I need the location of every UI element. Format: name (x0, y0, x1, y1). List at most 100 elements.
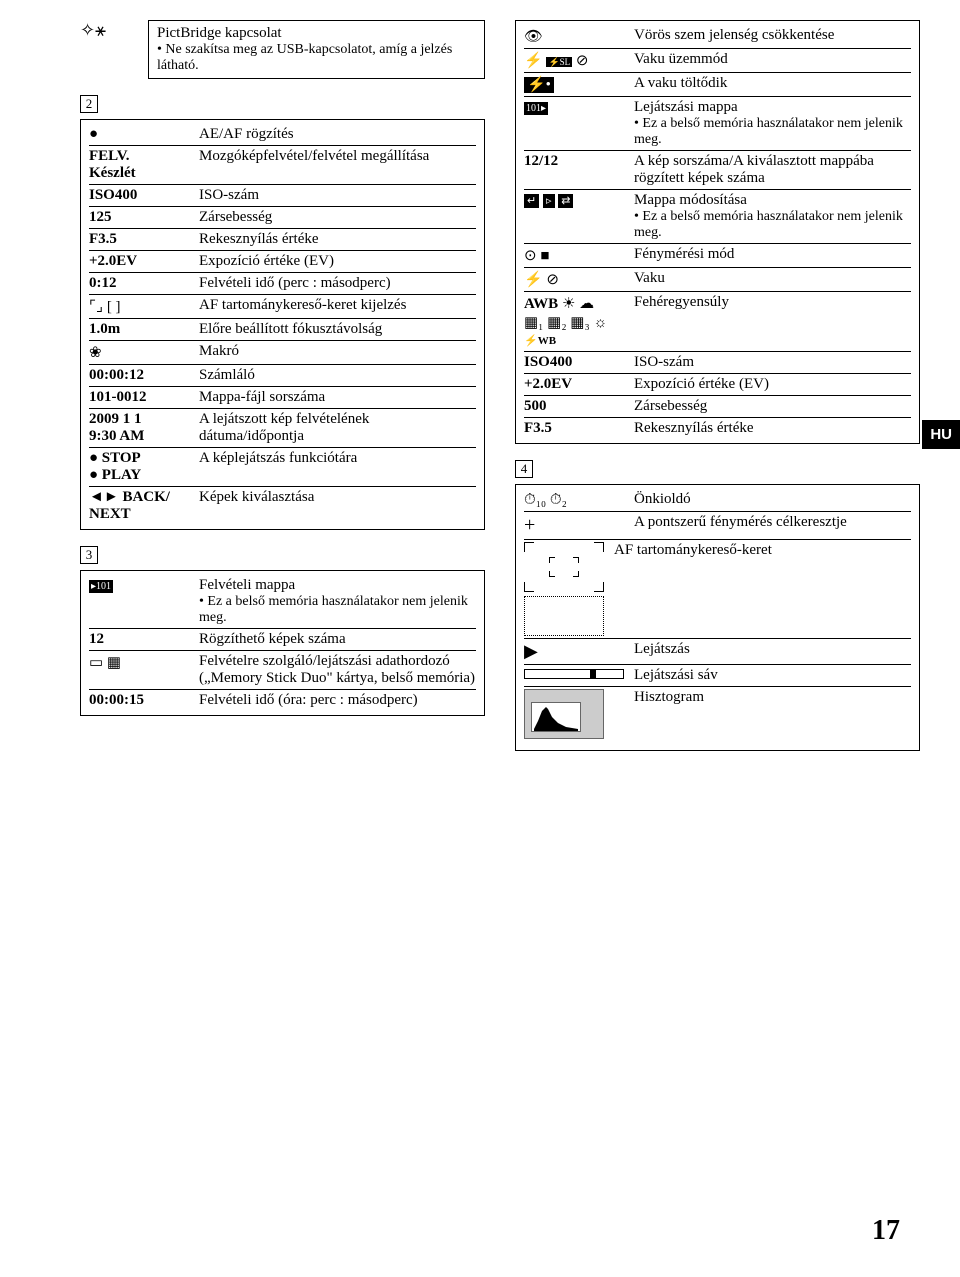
desc: Felvételi mappa Ez a belső memória haszn… (199, 577, 476, 626)
desc: Hisztogram (634, 689, 911, 706)
desc-text: Lejátszási mappa (634, 99, 738, 115)
table-2: ● AE/AF rögzítés FELV.Készlét Mozgóképfe… (80, 119, 485, 530)
folder-ops-icon: ↵ ▹ ⇄ (524, 192, 634, 209)
ae-af-icon: ● (89, 126, 199, 143)
table-row: ▸101 Felvételi mappa Ez a belső memória … (89, 575, 476, 628)
aperture-label: F3.5 (89, 231, 199, 248)
desc: Zársebesség (634, 398, 911, 415)
table-row: +2.0EV Expozíció értéke (EV) (524, 373, 911, 395)
desc: A pontszerű fénymérés célkeresztje (634, 514, 911, 531)
flash-mode-icon: ⚡ ⚡SL ⊘ (524, 51, 634, 70)
table-row: 00:00:12 Számláló (89, 364, 476, 386)
play-folder-icon: 101▸ (524, 99, 634, 116)
pictbridge-note: Ne szakítsa meg az USB-kapcsolatot, amíg… (157, 42, 476, 74)
table-row: AWB ☀ ☁▦₁ ▦₂ ▦₃ ☼⚡WB Fehéregyensúly (524, 291, 911, 351)
wb-icon: AWB ☀ ☁▦₁ ▦₂ ▦₃ ☼⚡WB (524, 294, 634, 349)
table-row: ⚡ ⚡SL ⊘ Vaku üzemmód (524, 48, 911, 72)
table-row: 👁 Vörös szem jelenség csökkentése (524, 25, 911, 48)
table-row: 0:12 Felvételi idő (perc : másodperc) (89, 272, 476, 294)
histogram-icon (524, 689, 634, 744)
macro-icon: ❀ (89, 343, 199, 362)
ev-label-r: +2.0EV (524, 376, 634, 393)
table-r1: 👁 Vörös szem jelenség csökkentése ⚡ ⚡SL … (515, 20, 920, 444)
aperture-label-r: F3.5 (524, 420, 634, 437)
page-number: 17 (872, 1215, 900, 1247)
desc-text: Mappa módosítása (634, 192, 747, 208)
back-next-label: ◄► BACK/NEXT (89, 489, 199, 523)
table-row: +2.0EV Expozíció értéke (EV) (89, 250, 476, 272)
desc: Felvételi idő (óra: perc : másodperc) (199, 692, 476, 709)
pictbridge-row: ✧⚹ PictBridge kapcsolat Ne szakítsa meg … (80, 20, 485, 89)
table-row: + A pontszerű fénymérés célkeresztje (524, 511, 911, 539)
desc: Képek kiválasztása (199, 489, 476, 506)
desc: Lejátszási sáv (634, 667, 911, 684)
table-row: ▶ Lejátszás (524, 638, 911, 664)
rec-folder-icon: ▸101 (89, 577, 199, 594)
metering-icon: ⊙ ■ (524, 246, 634, 265)
iso-label-r: ISO400 (524, 354, 634, 371)
desc: Fehéregyensúly (634, 294, 911, 311)
desc: Rekesznyílás értéke (199, 231, 476, 248)
redeye-icon: 👁 (524, 27, 634, 46)
table-row: ISO400 ISO-szám (89, 184, 476, 206)
datetime-label: 2009 1 19:30 AM (89, 411, 199, 445)
table-row: 12 Rögzíthető képek száma (89, 628, 476, 650)
table-row: ❀ Makró (89, 340, 476, 364)
table-row: 2009 1 19:30 AM A lejátszott kép felvéte… (89, 408, 476, 447)
af-frame-icon (524, 542, 614, 636)
desc: A lejátszott kép felvételének dátuma/idő… (199, 411, 476, 445)
desc: Vaku (634, 270, 911, 287)
desc: Lejátszási mappa Ez a belső memória hasz… (634, 99, 911, 148)
selftimer-icon: ⏱₁₀ ⏱₂ (524, 491, 634, 509)
folder-seq: 101-0012 (89, 389, 199, 406)
table-row: FELV.Készlét Mozgóképfelvétel/felvétel m… (89, 145, 476, 184)
count-label: 12 (89, 631, 199, 648)
table-row: 12/12 A kép sorszáma/A kiválasztott mapp… (524, 150, 911, 189)
rectime2-label: 00:00:15 (89, 692, 199, 709)
desc: Expozíció értéke (EV) (634, 376, 911, 393)
rectime-label: 0:12 (89, 275, 199, 292)
table-row: ⚡• A vaku töltődik (524, 72, 911, 96)
play-icon: ▶ (524, 641, 634, 662)
desc: Felvételre szolgáló/lejátszási adathordo… (199, 653, 476, 687)
desc: A képlejátszás funkciótára (199, 450, 476, 467)
stop-play-label: ● STOP● PLAY (89, 450, 199, 484)
desc: Fénymérési mód (634, 246, 911, 263)
desc: ISO-szám (199, 187, 476, 204)
table-row: 101-0012 Mappa-fájl sorszáma (89, 386, 476, 408)
desc: ISO-szám (634, 354, 911, 371)
table-row: 125 Zársebesség (89, 206, 476, 228)
desc: Mappa-fájl sorszáma (199, 389, 476, 406)
desc: Expozíció értéke (EV) (199, 253, 476, 270)
table-3: ▸101 Felvételi mappa Ez a belső memória … (80, 570, 485, 716)
shutter-label-r: 500 (524, 398, 634, 415)
flash-charge-icon: ⚡• (524, 75, 634, 94)
desc: Vaku üzemmód (634, 51, 911, 68)
desc: Mozgóképfelvétel/felvétel megállítása (199, 148, 476, 165)
desc: Számláló (199, 367, 476, 384)
desc: Rögzíthető képek száma (199, 631, 476, 648)
table-row: ● AE/AF rögzítés (89, 124, 476, 145)
table-row: ▭ ▦ Felvételre szolgáló/lejátszási adath… (89, 650, 476, 689)
table-row: ⚡ ⊘ Vaku (524, 267, 911, 291)
desc: Mappa módosítása Ez a belső memória hasz… (634, 192, 911, 241)
desc: Makró (199, 343, 476, 360)
table-row: ● STOP● PLAY A képlejátszás funkciótára (89, 447, 476, 486)
table-row: ↵ ▹ ⇄ Mappa módosítása Ez a belső memóri… (524, 189, 911, 243)
shutter-label: 125 (89, 209, 199, 226)
desc: AE/AF rögzítés (199, 126, 476, 143)
desc: A vaku töltődik (634, 75, 911, 92)
desc: AF tartománykereső-keret (614, 542, 911, 559)
ev-label: +2.0EV (89, 253, 199, 270)
page: ✧⚹ PictBridge kapcsolat Ne szakítsa meg … (80, 20, 920, 761)
focus-label: 1.0m (89, 321, 199, 338)
pictbridge-title: PictBridge kapcsolat (157, 25, 476, 42)
desc: Önkioldó (634, 491, 911, 508)
iso-label: ISO400 (89, 187, 199, 204)
section-4: 4 (515, 460, 533, 478)
desc: Vörös szem jelenség csökkentése (634, 27, 911, 44)
note: Ez a belső memória használatakor nem jel… (634, 209, 911, 241)
table-row: 1.0m Előre beállított fókusztávolság (89, 318, 476, 340)
img-num-label: 12/12 (524, 153, 634, 170)
language-tab: HU (922, 420, 960, 449)
